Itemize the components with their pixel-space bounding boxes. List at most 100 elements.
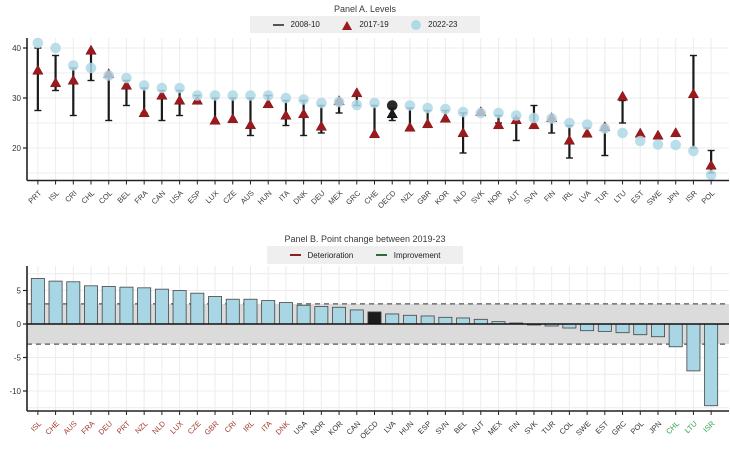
panel-a-xlabel-OECD: OECD <box>376 188 398 210</box>
panel-a-xlabel-ITA: ITA <box>277 189 291 203</box>
panel-b-bar-EST <box>597 323 612 332</box>
panel-b-xlabel-JPN: JPN <box>647 419 663 435</box>
panel-a-point-OECD <box>386 100 398 122</box>
panel-a-xlabel-SWE: SWE <box>645 189 663 207</box>
panel-b-xlabel-FRA: FRA <box>79 419 96 436</box>
panel-b-bar-GRC <box>615 323 630 333</box>
legend-label: 2017-19 <box>359 20 389 30</box>
panel-a-point-LTU <box>616 90 629 139</box>
panel-b-xlabel-CRI: CRI <box>223 419 239 435</box>
panel-b-xlabel-POL: POL <box>629 419 646 436</box>
panel-b-xlabel-NZL: NZL <box>133 419 149 435</box>
panel-a-xlabel-LVA: LVA <box>577 189 593 205</box>
panel-a-xlabel-ISL: ISL <box>47 189 61 203</box>
legend-item-2008-10: 2008-10 <box>272 17 320 32</box>
panel-a-xlabel-ISR: ISR <box>684 188 700 204</box>
panel-b-bar-IRL <box>243 298 258 324</box>
panel-b-xlabel-AUT: AUT <box>469 418 486 435</box>
panel-a-xlabel-SVN: SVN <box>522 189 539 206</box>
legend-label: 2008-10 <box>290 20 320 30</box>
panel-b-bar-DEU <box>101 285 116 324</box>
panel-a-xlabel-GBR: GBR <box>415 188 433 206</box>
panel-b-bar-POL <box>633 323 648 335</box>
deterioration-dash-icon <box>289 254 301 257</box>
panel-a-point-POL <box>705 150 717 181</box>
panel-a-point-IRL <box>563 117 576 159</box>
panel-a-point-BEL <box>120 72 133 107</box>
panel-a-xlabel-PRT: PRT <box>26 189 43 206</box>
panel-a-point-GRC <box>351 87 363 111</box>
panel-b-bar-CZE <box>190 292 205 324</box>
panel-a-xlabel-LUX: LUX <box>204 189 221 206</box>
panel-b-bar-CHL <box>668 323 683 347</box>
panel-a-xlabel-SVK: SVK <box>469 189 486 206</box>
legend-label: Deterioration <box>307 250 354 260</box>
panel-a-chart: 20 30 40 PRT ISL CRI CHL COL BEL FRA CAN USA ESP LUX C… <box>12 37 729 211</box>
panel-b-xlabel-IRL: IRL <box>241 419 256 434</box>
panel-b-xlabel-ITA: ITA <box>259 419 273 433</box>
panel-b-ytick: 5 <box>17 286 22 295</box>
legend-item-2022-23: 2022-23 <box>411 17 457 32</box>
panel-a-point-AUS <box>244 90 257 137</box>
panel-a-point-HUN <box>262 90 274 109</box>
panel-b-xlabel-TUR: TUR <box>540 418 558 436</box>
panel-b-ytick: 0 <box>17 320 22 329</box>
panel-b: Panel B. Point change between 2019-23 De… <box>0 229 730 455</box>
panel-b-xlabel-SWE: SWE <box>574 419 592 437</box>
panel-a-title: Panel A. Levels <box>333 4 397 14</box>
panel-b-xlabel-HUN: HUN <box>397 419 415 437</box>
panel-b-xlabel-ESP: ESP <box>416 419 433 436</box>
panel-a-point-NOR <box>492 107 505 130</box>
legend-label: 2022-23 <box>428 20 458 30</box>
panel-a-xlabel-CRI: CRI <box>63 189 79 205</box>
panel-a-point-MEX <box>333 95 345 114</box>
panel-a: Panel A. Levels 2008-10 2017-19 2022-23 … <box>0 0 730 229</box>
panel-a-xlabel-AUT: AUT <box>505 189 522 206</box>
panel-b-xlabel-SVN: SVN <box>434 419 451 436</box>
panel-b-title: Panel B. Point change between 2019-23 <box>284 234 446 245</box>
panel-a-point-USA <box>173 82 186 117</box>
panel-b-bar-NZL <box>137 286 152 324</box>
panel-b-xlabel-PRT: PRT <box>115 418 132 435</box>
panel-a-xlabel-DNK: DNK <box>291 189 309 207</box>
panel-b-xlabel-EST: EST <box>594 418 611 435</box>
panel-b-bar-ESP <box>420 315 435 324</box>
panel-a-xlabel-HUN: HUN <box>256 189 274 207</box>
panel-b-xlabel-CHE: CHE <box>43 419 61 437</box>
panel-b-bar-USA <box>296 304 311 324</box>
panel-a-xlabel-LTU: LTU <box>612 189 628 205</box>
panel-b-bar-FRA <box>84 284 98 324</box>
panel-b-ytick: -5 <box>14 353 22 362</box>
panel-b-xlabel-FIN: FIN <box>507 419 522 434</box>
panel-b-bar-SVN <box>438 316 453 324</box>
panel-a-point-PRT <box>32 37 44 112</box>
panel-b-bar-NOR <box>314 305 329 324</box>
panel-b-bar-DNK <box>278 301 293 324</box>
panel-b-bar-AUS <box>66 280 81 324</box>
panel-a-point-LVA <box>581 119 593 138</box>
panel-a-point-NLD <box>457 106 469 154</box>
panel-b-bar-LUX <box>172 289 187 324</box>
panel-a-point-DNK <box>297 94 310 137</box>
panel-a-point-KOR <box>439 103 452 123</box>
panel-b-bar-BEL <box>456 317 471 324</box>
legend-label: Improvement <box>393 250 441 260</box>
panel-b-xlabel-GBR: GBR <box>203 418 221 436</box>
panel-a-xlabel-CAN: CAN <box>150 189 168 207</box>
panel-a-xlabel-TUR: TUR <box>593 188 611 206</box>
panel-b-bar-JPN <box>651 323 665 337</box>
panel-b-bar-LVA <box>385 313 400 324</box>
panel-a-xlabel-NZL: NZL <box>399 189 415 205</box>
panel-b-xlabel-DNK: DNK <box>274 419 292 437</box>
panel-a-ytick: 30 <box>12 94 21 103</box>
panel-b-bar-KOR <box>332 306 347 324</box>
panel-a-point-ITA <box>280 92 292 127</box>
panel-a-point-ISL <box>49 42 62 92</box>
panel-b-bar-OECD <box>367 311 382 324</box>
panel-b-xlabel-LUX: LUX <box>168 419 185 436</box>
dash-symbol-icon <box>272 24 284 27</box>
panel-a-xlabel-CZE: CZE <box>221 189 238 206</box>
circle-symbol-icon <box>411 20 422 31</box>
panel-a-xlabel-GRC: GRC <box>344 188 363 207</box>
panel-a-point-NZL <box>404 100 416 132</box>
